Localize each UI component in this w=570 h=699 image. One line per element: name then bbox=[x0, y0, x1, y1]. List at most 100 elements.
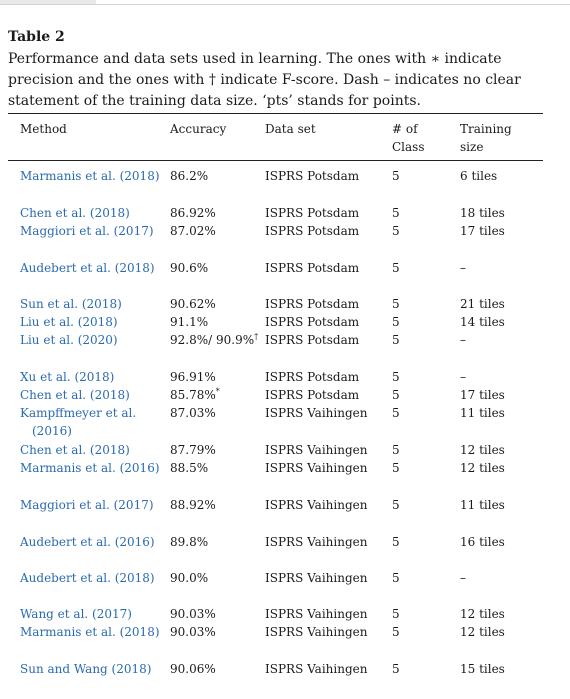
training-size-value: 14 tiles bbox=[460, 315, 505, 329]
training-size-value: 12 tiles bbox=[460, 625, 505, 639]
header-dataset: Data set bbox=[265, 122, 316, 136]
classes-value: 5 bbox=[392, 333, 400, 347]
classes-value: 5 bbox=[392, 169, 400, 183]
training-size-value: 11 tiles bbox=[460, 498, 505, 512]
training-size-value: 18 tiles bbox=[460, 206, 505, 220]
accuracy-value: 91.1% bbox=[170, 315, 209, 329]
accuracy-value: 90.06% bbox=[170, 662, 216, 676]
dataset-value: ISPRS Potsdam bbox=[265, 370, 360, 384]
table-caption: Performance and data sets used in learni… bbox=[8, 51, 521, 109]
dataset-value: ISPRS Vaihingen bbox=[265, 607, 368, 621]
classes-value: 5 bbox=[392, 297, 400, 311]
accuracy-value: 96.91% bbox=[170, 370, 216, 384]
training-size-value: 15 tiles bbox=[460, 662, 505, 676]
accuracy-value: 88.5% bbox=[170, 461, 209, 475]
footnote-mark: * bbox=[215, 387, 220, 396]
header-accuracy: Accuracy bbox=[170, 122, 227, 136]
method-link[interactable]: Maggiori et al. (2017) bbox=[20, 224, 154, 238]
training-size-value: 11 tiles bbox=[460, 406, 505, 420]
dataset-value: ISPRS Vaihingen bbox=[265, 662, 368, 676]
classes-value: 5 bbox=[392, 206, 400, 220]
accuracy-value: 85.78%* bbox=[170, 387, 220, 403]
dataset-value: ISPRS Vaihingen bbox=[265, 406, 368, 420]
header-classes-line2: Class bbox=[392, 140, 425, 154]
accuracy-value: 89.8% bbox=[170, 535, 209, 549]
method-link[interactable]: Audebert et al. (2018) bbox=[20, 571, 155, 585]
classes-value: 5 bbox=[392, 443, 400, 457]
dataset-value: ISPRS Potsdam bbox=[265, 261, 360, 275]
dataset-value: ISPRS Potsdam bbox=[265, 206, 360, 220]
training-size-value: 17 tiles bbox=[460, 224, 505, 238]
classes-value: 5 bbox=[392, 388, 400, 402]
dataset-value: ISPRS Potsdam bbox=[265, 333, 360, 347]
classes-value: 5 bbox=[392, 224, 400, 238]
training-size-value: 16 tiles bbox=[460, 535, 505, 549]
header-classes-line1: # of bbox=[392, 122, 418, 136]
classes-value: 5 bbox=[392, 461, 400, 475]
footnote-mark: † bbox=[254, 332, 259, 341]
classes-value: 5 bbox=[392, 370, 400, 384]
classes-value: 5 bbox=[392, 261, 400, 275]
accuracy-value: 88.92% bbox=[170, 498, 216, 512]
accuracy-value: 90.62% bbox=[170, 297, 216, 311]
classes-value: 5 bbox=[392, 315, 400, 329]
accuracy-value: 92.8%/ 90.9%† bbox=[170, 332, 259, 348]
method-link[interactable]: Marmanis et al. (2018) bbox=[20, 169, 160, 183]
training-size-value: 21 tiles bbox=[460, 297, 505, 311]
accuracy-value: 90.0% bbox=[170, 571, 209, 585]
header-method: Method bbox=[20, 122, 67, 136]
classes-value: 5 bbox=[392, 571, 400, 585]
classes-value: 5 bbox=[392, 498, 400, 512]
method-link[interactable]: Liu et al. (2018) bbox=[20, 315, 118, 329]
classes-value: 5 bbox=[392, 625, 400, 639]
method-link[interactable]: Marmanis et al. (2018) bbox=[20, 625, 160, 639]
dataset-value: ISPRS Vaihingen bbox=[265, 443, 368, 457]
method-link[interactable]: Maggiori et al. (2017) bbox=[20, 498, 154, 512]
dataset-value: ISPRS Vaihingen bbox=[265, 571, 368, 585]
accuracy-value: 87.02% bbox=[170, 224, 216, 238]
table-label: Table 2 bbox=[8, 29, 65, 45]
header-training-line2: size bbox=[460, 140, 484, 154]
classes-value: 5 bbox=[392, 607, 400, 621]
dataset-value: ISPRS Potsdam bbox=[265, 224, 360, 238]
table-top-rule bbox=[8, 113, 543, 114]
dataset-value: ISPRS Vaihingen bbox=[265, 535, 368, 549]
training-size-value: 6 tiles bbox=[460, 169, 498, 183]
training-size-value: – bbox=[460, 261, 466, 275]
method-link[interactable]: Chen et al. (2018) bbox=[20, 388, 130, 402]
method-link[interactable]: Chen et al. (2018) bbox=[20, 206, 130, 220]
training-size-value: – bbox=[460, 370, 466, 384]
classes-value: 5 bbox=[392, 406, 400, 420]
dataset-value: ISPRS Potsdam bbox=[265, 315, 360, 329]
method-link[interactable]: Sun et al. (2018) bbox=[20, 297, 122, 311]
method-link[interactable]: Sun and Wang (2018) bbox=[20, 662, 152, 676]
classes-value: 5 bbox=[392, 662, 400, 676]
dataset-value: ISPRS Potsdam bbox=[265, 169, 360, 183]
dataset-value: ISPRS Potsdam bbox=[265, 388, 360, 402]
dataset-value: ISPRS Vaihingen bbox=[265, 625, 368, 639]
method-link[interactable]: Chen et al. (2018) bbox=[20, 443, 130, 457]
training-size-value: – bbox=[460, 571, 466, 585]
accuracy-value: 86.2% bbox=[170, 169, 209, 183]
training-size-value: – bbox=[460, 333, 466, 347]
training-size-value: 12 tiles bbox=[460, 443, 505, 457]
classes-value: 5 bbox=[392, 535, 400, 549]
method-link[interactable]: Wang et al. (2017) bbox=[20, 607, 132, 621]
accuracy-value: 90.03% bbox=[170, 607, 216, 621]
training-size-value: 12 tiles bbox=[460, 461, 505, 475]
dataset-value: ISPRS Vaihingen bbox=[265, 498, 368, 512]
method-link[interactable]: Xu et al. (2018) bbox=[20, 370, 115, 384]
table-header-rule bbox=[8, 160, 543, 161]
accuracy-value: 86.92% bbox=[170, 206, 216, 220]
accuracy-value: 90.6% bbox=[170, 261, 209, 275]
method-link[interactable]: Audebert et al. (2016) bbox=[20, 535, 155, 549]
training-size-value: 17 tiles bbox=[460, 388, 505, 402]
header-training-line1: Training bbox=[460, 122, 512, 136]
training-size-value: 12 tiles bbox=[460, 607, 505, 621]
method-link[interactable]: Marmanis et al. (2016) bbox=[20, 461, 160, 475]
method-link[interactable]: Audebert et al. (2018) bbox=[20, 261, 155, 275]
method-link[interactable]: Kampffmeyer et al. (2016) bbox=[20, 406, 137, 438]
accuracy-value: 87.79% bbox=[170, 443, 216, 457]
dataset-value: ISPRS Vaihingen bbox=[265, 461, 368, 475]
method-link[interactable]: Liu et al. (2020) bbox=[20, 333, 118, 347]
